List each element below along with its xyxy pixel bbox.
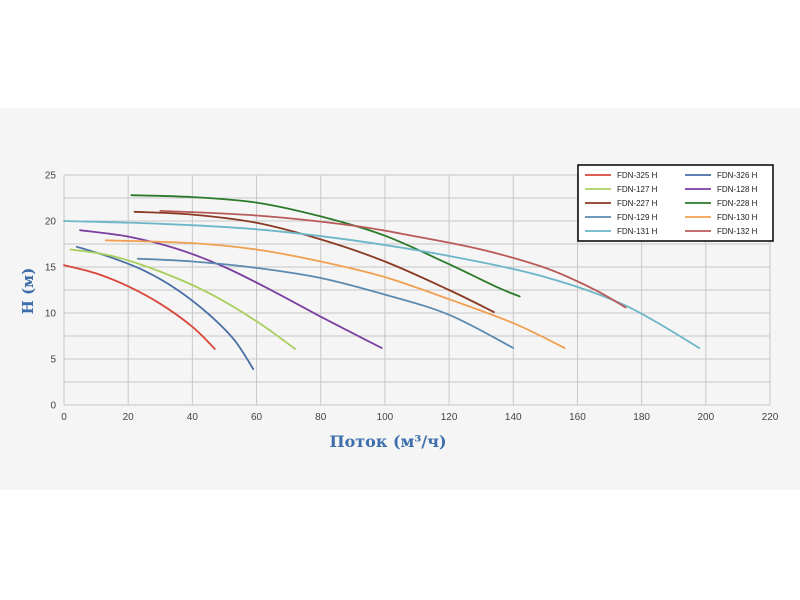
x-tick-label: 0 bbox=[61, 412, 67, 423]
x-tick-label: 100 bbox=[377, 412, 394, 423]
legend-label: FDN-326 H bbox=[717, 171, 758, 180]
y-tick-label: 15 bbox=[45, 263, 57, 274]
x-tick-label: 140 bbox=[505, 412, 522, 423]
legend-label: FDN-131 H bbox=[617, 227, 658, 236]
x-tick-labels: 0 20 40 60 80 100 120 140 160 180 200 220 bbox=[61, 412, 779, 423]
series-line-fdn-127-h bbox=[69, 248, 296, 350]
x-tick-label: 20 bbox=[123, 412, 135, 423]
x-tick-label: 180 bbox=[633, 412, 650, 423]
x-axis-title: Поток (м³/ч) bbox=[329, 432, 446, 451]
y-tick-label: 20 bbox=[45, 217, 57, 228]
series-line-fdn-325-h bbox=[63, 264, 216, 350]
legend-label: FDN-130 H bbox=[717, 213, 758, 222]
series-line-fdn-228-h bbox=[130, 194, 521, 298]
series-line-fdn-227-h bbox=[133, 210, 495, 313]
chart-panel: 0 20 40 60 80 100 120 140 160 180 200 220 0 5 10 15 20 2… bbox=[0, 108, 800, 490]
y-tick-labels: 0 5 10 15 20 25 bbox=[45, 171, 57, 412]
x-tick-label: 120 bbox=[441, 412, 458, 423]
legend-label: FDN-132 H bbox=[717, 227, 758, 236]
y-tick-label: 25 bbox=[45, 171, 57, 182]
x-tick-label: 80 bbox=[315, 412, 327, 423]
series-line-fdn-326-h bbox=[75, 245, 255, 370]
legend-label: FDN-325 H bbox=[617, 171, 658, 180]
legend: FDN-325 H FDN-326 H FDN-127 H FDN-128 H FDN-… bbox=[577, 164, 774, 242]
legend-label: FDN-228 H bbox=[717, 199, 758, 208]
series-lines bbox=[63, 194, 701, 370]
legend-label: FDN-127 H bbox=[617, 185, 658, 194]
x-tick-label: 200 bbox=[697, 412, 714, 423]
y-tick-label: 5 bbox=[50, 355, 56, 366]
y-axis-title: H (м) bbox=[19, 268, 37, 315]
x-tick-label: 60 bbox=[251, 412, 263, 423]
series-line-fdn-132-h bbox=[159, 210, 627, 309]
y-tick-label: 10 bbox=[45, 309, 57, 320]
legend-label: FDN-129 H bbox=[617, 213, 658, 222]
series-line-fdn-128-h bbox=[79, 229, 383, 349]
legend-label: FDN-128 H bbox=[717, 185, 758, 194]
pump-curve-chart: 0 20 40 60 80 100 120 140 160 180 200 220 0 5 10 15 20 2… bbox=[19, 164, 779, 451]
series-line-fdn-130-h bbox=[104, 239, 566, 349]
y-tick-label: 0 bbox=[50, 401, 56, 412]
x-tick-label: 40 bbox=[187, 412, 199, 423]
series-line-fdn-129-h bbox=[136, 257, 515, 349]
x-tick-label: 160 bbox=[569, 412, 586, 423]
x-tick-label: 220 bbox=[762, 412, 779, 423]
legend-label: FDN-227 H bbox=[617, 199, 658, 208]
